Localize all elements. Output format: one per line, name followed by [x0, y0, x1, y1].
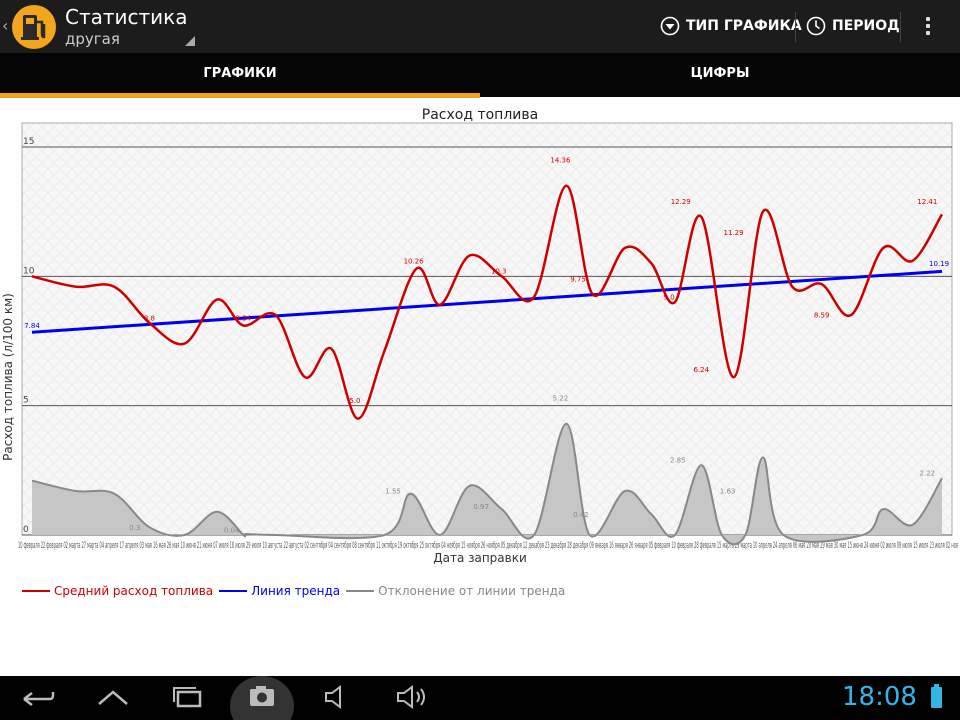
avg-data-label: 5.0	[349, 397, 360, 405]
period-button[interactable]: ПЕРИОД	[806, 10, 900, 42]
avg-data-label: 11.29	[724, 229, 744, 237]
avg-data-label: 10.3	[491, 268, 507, 276]
trend-data-label: 7.84	[24, 322, 40, 330]
chart-type-label: ТИП ГРАФИКА	[686, 18, 802, 34]
deviation-data-label: 1.55	[385, 488, 401, 496]
deviation-data-label: 0.04	[224, 526, 240, 534]
avg-data-label: 9.0	[663, 294, 674, 302]
period-label: ПЕРИОД	[832, 18, 900, 34]
deviation-data-label: 2.22	[920, 470, 936, 478]
volume-up-icon[interactable]	[394, 682, 434, 712]
avg-data-label: 10.26	[404, 257, 425, 265]
legend-swatch	[219, 590, 248, 592]
legend-swatch	[346, 590, 375, 592]
fuel-pump-icon[interactable]	[12, 5, 56, 49]
legend-swatch	[22, 590, 50, 592]
deviation-data-label: 1.63	[720, 488, 736, 496]
fuel-consumption-chart: 0 5 10 15 Расход топлива Расход топлива (л/10…	[0, 97, 960, 677]
tab-charts[interactable]: ГРАФИКИ	[203, 66, 277, 81]
chevron-down-circle-icon	[660, 16, 680, 36]
legend-label: Средний расход топлива	[54, 584, 214, 598]
chart-title: Расход топлива	[422, 107, 538, 123]
system-nav-bar: 18:08	[0, 676, 960, 720]
overflow-menu-icon[interactable]	[923, 14, 933, 40]
y-tick-label: 0	[23, 525, 29, 535]
battery-icon	[931, 684, 942, 708]
trend-data-label: 10.19	[929, 260, 949, 268]
legend-label: Линия тренда	[251, 584, 341, 598]
action-divider	[795, 12, 796, 42]
home-icon[interactable]	[93, 682, 133, 712]
y-tick-label: 10	[23, 266, 35, 276]
legend-item-deviation: Отклонение от линии тренда	[346, 584, 565, 598]
deviation-line	[31, 422, 943, 546]
deviation-data-label: 0.42	[573, 511, 589, 519]
y-axis-label: Расход топлива (л/100 км)	[1, 293, 15, 461]
deviation-data-label: 5.22	[553, 394, 569, 402]
tab-bar: ГРАФИКИ ЦИФРЫ	[0, 53, 960, 98]
active-tab-indicator	[0, 93, 480, 98]
y-tick-label: 5	[23, 396, 29, 406]
deviation-data-label: 0.3	[129, 524, 140, 532]
recent-apps-icon[interactable]	[168, 682, 208, 712]
avg-data-label: 8.8	[144, 314, 155, 322]
back-icon[interactable]	[18, 682, 58, 712]
legend-item-avg: Средний расход топлива	[22, 584, 213, 598]
x-tick-labels: 10 февраля 22 февраля 02 марта 27 марта …	[18, 541, 958, 551]
y-tick-label: 15	[23, 137, 34, 147]
deviation-area	[32, 423, 942, 545]
screen-subtitle[interactable]: другая	[65, 30, 120, 48]
plot-area	[21, 122, 953, 536]
avg-data-label: 8.59	[814, 312, 830, 320]
legend-label: Отклонение от линии тренда	[378, 584, 566, 598]
up-caret-icon[interactable]: ‹	[2, 16, 9, 35]
spinner-indicator-icon	[185, 36, 195, 46]
avg-data-label: 12.41	[917, 198, 937, 206]
deviation-data-label: 0.97	[473, 503, 489, 511]
avg-data-label: 9.75	[570, 276, 586, 284]
avg-consumption-line	[31, 184, 944, 420]
avg-data-label: 12.29	[671, 198, 691, 206]
clock-icon	[806, 16, 826, 36]
legend-item-trend: Линия тренда	[219, 584, 340, 598]
action-bar: ‹ Статистика другая ТИП ГРАФИКА ПЕРИОД	[0, 0, 960, 53]
tab-numbers[interactable]: ЦИФРЫ	[690, 66, 750, 81]
screen-title: Статистика	[65, 5, 188, 29]
status-clock: 18:08	[842, 682, 917, 712]
volume-down-icon[interactable]	[320, 682, 356, 712]
deviation-data-label: 2.85	[670, 457, 686, 465]
action-divider	[900, 12, 901, 42]
x-axis-label: Дата заправки	[433, 551, 527, 565]
avg-data-label: 14.36	[550, 157, 571, 165]
chart-type-button[interactable]: ТИП ГРАФИКА	[660, 10, 802, 42]
avg-data-label: 6.24	[693, 366, 709, 374]
avg-data-label: 8.34	[236, 314, 252, 322]
chart-legend: Средний расход топлива Линия тренда Откл…	[22, 584, 571, 598]
camera-icon[interactable]	[230, 676, 294, 720]
chart-canvas: 0 5 10 15 Расход топлива Расход топлива (л/10…	[1, 107, 958, 565]
